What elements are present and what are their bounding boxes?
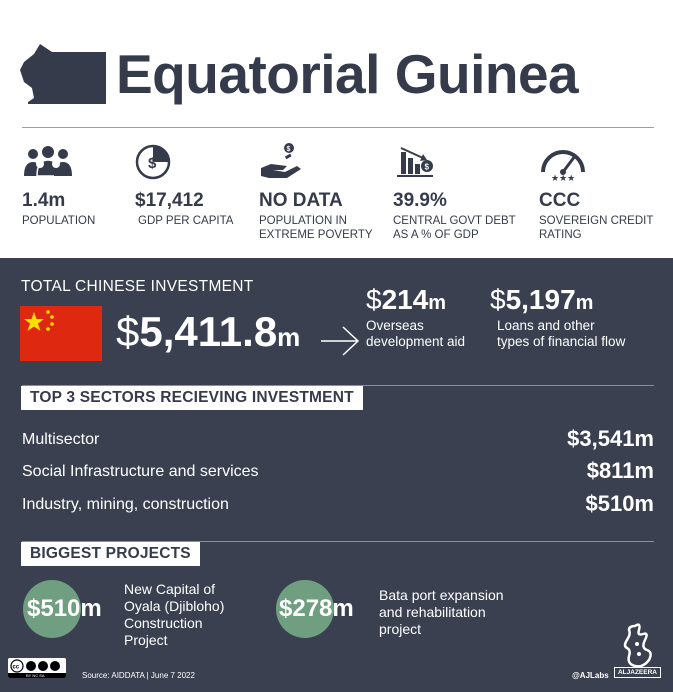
sector-row: Industry, mining, construction $510m [22, 491, 654, 519]
total-number: 5,411.8 [139, 308, 278, 355]
divider [22, 127, 654, 128]
debt-label: CENTRAL GOVT DEBT AS A % OF GDP [393, 214, 516, 242]
oda-block: $214m Overseas development aid [366, 284, 465, 350]
loans-amount: $5,197m [490, 284, 625, 316]
gdp-per-capita-icon: $ [135, 144, 171, 180]
project-description: New Capital of Oyala (Djibloho) Construc… [124, 581, 224, 649]
oda-number: 214 [381, 284, 429, 315]
page-title: Equatorial Guinea [116, 43, 579, 105]
investment-section: TOTAL CHINESE INVESTMENT $5,411.8m $214m… [0, 258, 673, 692]
oda-desc-line2: development aid [366, 334, 466, 349]
total-investment-label: TOTAL CHINESE INVESTMENT [21, 278, 254, 295]
loans-desc-line1: Loans and other [497, 318, 595, 333]
credit-value: CCC [539, 190, 581, 211]
svg-text:★★★: ★★★ [551, 174, 575, 182]
sector-row: Multisector $3,541m [22, 426, 654, 454]
debt-value: 39.9% [393, 190, 447, 211]
project-desc-line: Bata port expansion [379, 587, 504, 603]
source-text: Source: AIDDATA | June 7 2022 [82, 671, 195, 680]
poverty-label: POPULATION IN EXTREME POVERTY [259, 214, 373, 242]
loans-number: 5,197 [505, 284, 576, 315]
sector-amount: $510m [585, 491, 654, 516]
debt-chart-icon: $ [397, 147, 433, 177]
project-amount: $278m [279, 595, 354, 622]
population-icon [24, 146, 72, 177]
loans-dollar-sign: $ [490, 284, 506, 315]
oda-desc-line1: Overseas [366, 318, 424, 333]
gdp-label: GDP PER CAPITA [138, 215, 234, 227]
sector-name: Industry, mining, construction [22, 496, 229, 513]
loans-desc-line2: types of financial flow [497, 334, 626, 349]
credit-label-line1: SOVEREIGN CREDIT [539, 215, 654, 227]
population-label: POPULATION [22, 215, 96, 227]
debt-label-line1: CENTRAL GOVT DEBT [393, 215, 516, 227]
al-jazeera-wordmark: ALJAZEERA [614, 667, 661, 678]
gdp-value: $17,412 [135, 190, 204, 211]
loans-description: Loans and other types of financial flow [497, 318, 625, 350]
loans-block: $5,197m Loans and other types of financi… [490, 284, 625, 350]
ajlabs-handle: @AJLabs [572, 671, 609, 680]
project-description: Bata port expansion and rehabilitation p… [379, 587, 504, 638]
project-desc-line: Oyala (Djibloho) [124, 598, 225, 614]
sector-name: Social Infrastructure and services [22, 463, 259, 480]
creative-commons-icon: cc BY NC SA [8, 658, 66, 678]
sector-amount: $811m [586, 458, 654, 483]
china-flag-icon [20, 306, 102, 361]
sector-row: Social Infrastructure and services $811m [22, 458, 654, 486]
project-circle [276, 580, 334, 638]
country-header-section: Equatorial Guinea 1.4m POPULATION $ $17,… [0, 0, 673, 258]
oda-unit: m [428, 292, 447, 314]
project-desc-line: project [379, 621, 422, 637]
project-circle [23, 580, 81, 638]
arrow-right-icon [321, 326, 360, 356]
credit-gauge-icon: ★★★ [541, 150, 585, 182]
equatorial-guinea-map-icon [20, 44, 106, 104]
divider [22, 385, 654, 386]
svg-text:$: $ [287, 146, 291, 153]
project-amount: $510m [27, 595, 102, 622]
total-unit: m [277, 322, 301, 352]
projects-heading: BIGGEST PROJECTS [21, 542, 200, 566]
poverty-label-line1: POPULATION IN [259, 215, 347, 227]
svg-text:$: $ [425, 163, 430, 172]
poverty-label-line2: EXTREME POVERTY [259, 229, 373, 241]
license-text: BY NC SA [26, 673, 45, 678]
poverty-hand-icon: $ [261, 143, 301, 178]
project-desc-line: Project [124, 632, 168, 648]
oda-dollar-sign: $ [366, 284, 382, 315]
svg-text:$: $ [148, 155, 157, 172]
svg-text:cc: cc [13, 665, 20, 671]
poverty-value: NO DATA [259, 190, 343, 211]
project-desc-line: Construction [124, 615, 203, 631]
project-desc-line: and rehabilitation [379, 604, 486, 620]
credit-label-line2: RATING [539, 229, 582, 241]
sector-name: Multisector [22, 431, 100, 448]
sectors-heading: TOP 3 SECTORS RECIEVING INVESTMENT [21, 386, 363, 410]
population-value: 1.4m [22, 190, 66, 211]
total-dollar-sign: $ [116, 308, 140, 355]
oda-description: Overseas development aid [366, 318, 465, 350]
debt-label-line2: AS A % OF GDP [393, 229, 479, 241]
total-investment-amount: $5,411.8m [116, 308, 300, 356]
oda-amount: $214m [366, 284, 465, 316]
loans-unit: m [575, 292, 594, 314]
sector-amount: $3,541m [567, 426, 654, 451]
project-desc-line: New Capital of [124, 581, 216, 597]
credit-label: SOVEREIGN CREDIT RATING [539, 214, 653, 242]
divider [22, 541, 654, 542]
al-jazeera-logo-icon [623, 623, 652, 668]
